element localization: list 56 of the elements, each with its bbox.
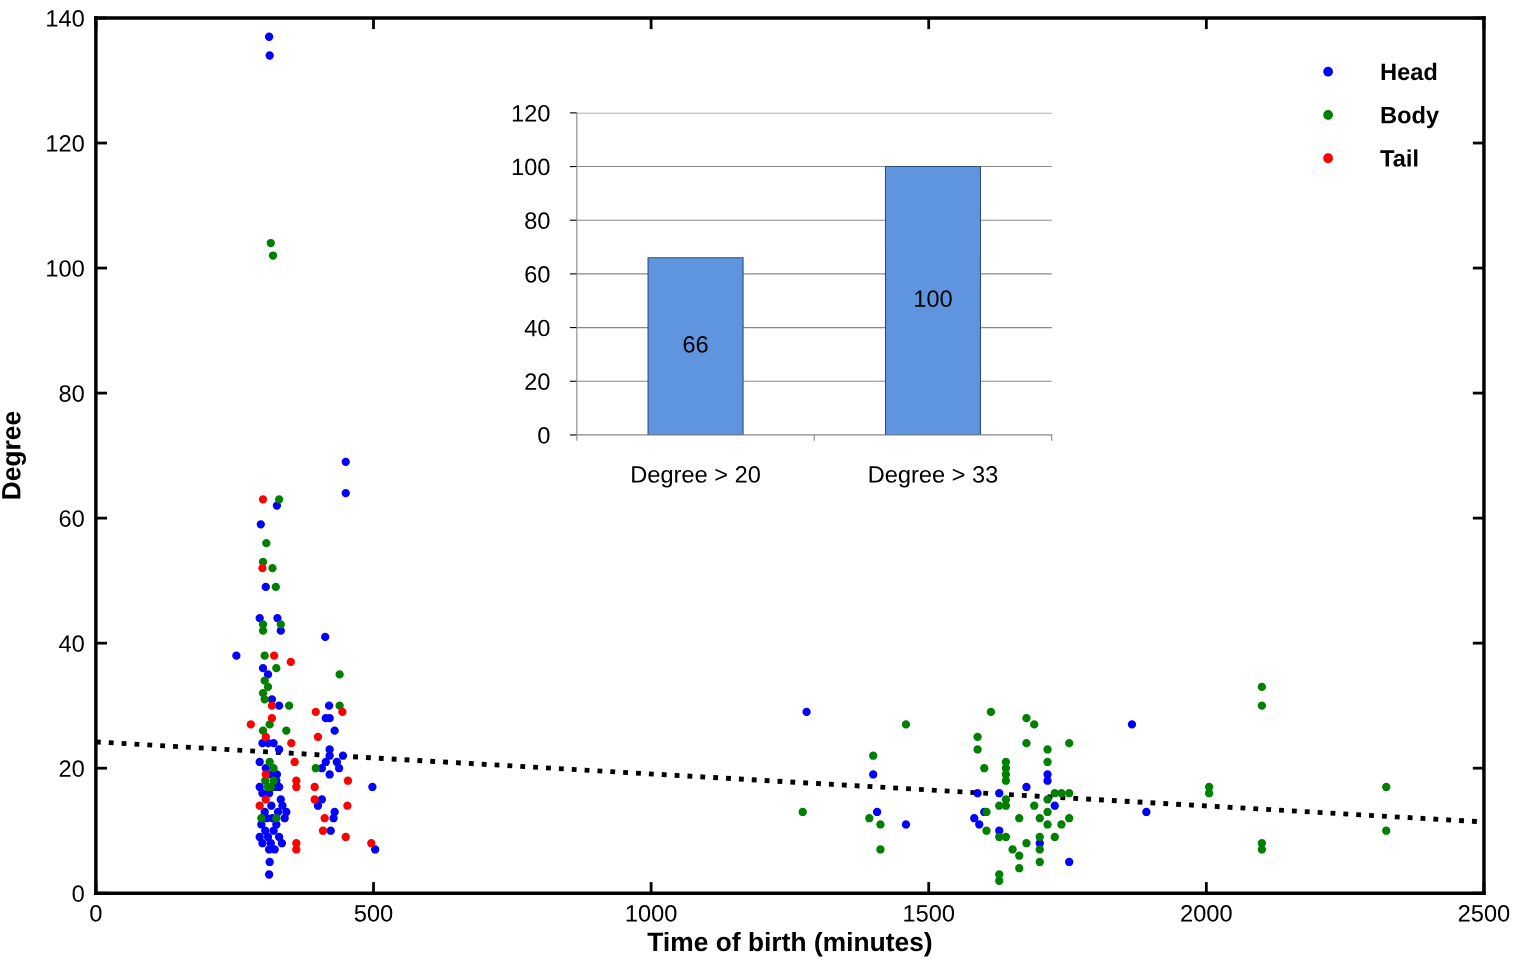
point xyxy=(313,732,323,742)
point xyxy=(261,732,270,742)
y-tick-label: 0 xyxy=(538,427,550,444)
legend-label: Head xyxy=(1381,62,1437,81)
point xyxy=(310,795,319,804)
x-tick-label: 1000 xyxy=(626,904,677,922)
x-tick-label: 2000 xyxy=(1181,904,1232,922)
legend-label: Body xyxy=(1381,106,1439,129)
y-tick-label: 120 xyxy=(512,104,550,122)
y-axis-title: Degree xyxy=(2,411,26,499)
point xyxy=(261,770,270,779)
x-tick-label: 500 xyxy=(354,904,393,922)
y-tick-label: 0 xyxy=(72,885,84,902)
point xyxy=(318,826,328,835)
y-tick-label: 20 xyxy=(59,760,84,777)
point xyxy=(343,776,353,785)
point xyxy=(290,757,299,767)
point xyxy=(246,720,255,729)
y-tick-label: 40 xyxy=(524,319,550,337)
point xyxy=(310,782,319,792)
x-tick-label: 2500 xyxy=(1458,904,1510,922)
x-axis-title: Time of birth (minutes) xyxy=(647,931,932,957)
y-tick-label: 40 xyxy=(59,635,84,652)
point xyxy=(343,801,352,810)
y-tick-label: 60 xyxy=(59,510,84,527)
data-label: 66 xyxy=(683,335,708,353)
point xyxy=(267,701,277,710)
point xyxy=(367,839,376,848)
point xyxy=(320,814,329,823)
point xyxy=(311,707,320,717)
point xyxy=(286,657,295,667)
x-tick-label: 1500 xyxy=(904,904,955,922)
point xyxy=(258,563,267,573)
point xyxy=(292,845,301,854)
y-tick-label: 100 xyxy=(47,260,84,277)
point xyxy=(341,832,350,842)
y-tick-label: 80 xyxy=(59,385,84,402)
point xyxy=(261,795,270,804)
point xyxy=(287,739,296,748)
y-tick-label: 100 xyxy=(512,158,550,176)
point xyxy=(338,707,347,717)
point xyxy=(292,782,301,792)
x-tick-label: Degree > 20 xyxy=(632,466,760,488)
point xyxy=(267,714,277,723)
y-tick-label: 20 xyxy=(525,373,550,391)
point xyxy=(269,651,279,660)
data-label: 100 xyxy=(915,290,952,308)
x-tick-label: Degree > 33 xyxy=(869,466,998,488)
point xyxy=(258,495,268,504)
y-tick-label: 80 xyxy=(525,212,550,230)
x-tick-label: 0 xyxy=(90,904,102,922)
point xyxy=(255,801,264,810)
y-tick-label: 120 xyxy=(47,135,84,152)
y-tick-label: 140 xyxy=(47,10,84,27)
legend-label: Tail xyxy=(1380,149,1418,167)
y-tick-label: 60 xyxy=(525,265,550,283)
